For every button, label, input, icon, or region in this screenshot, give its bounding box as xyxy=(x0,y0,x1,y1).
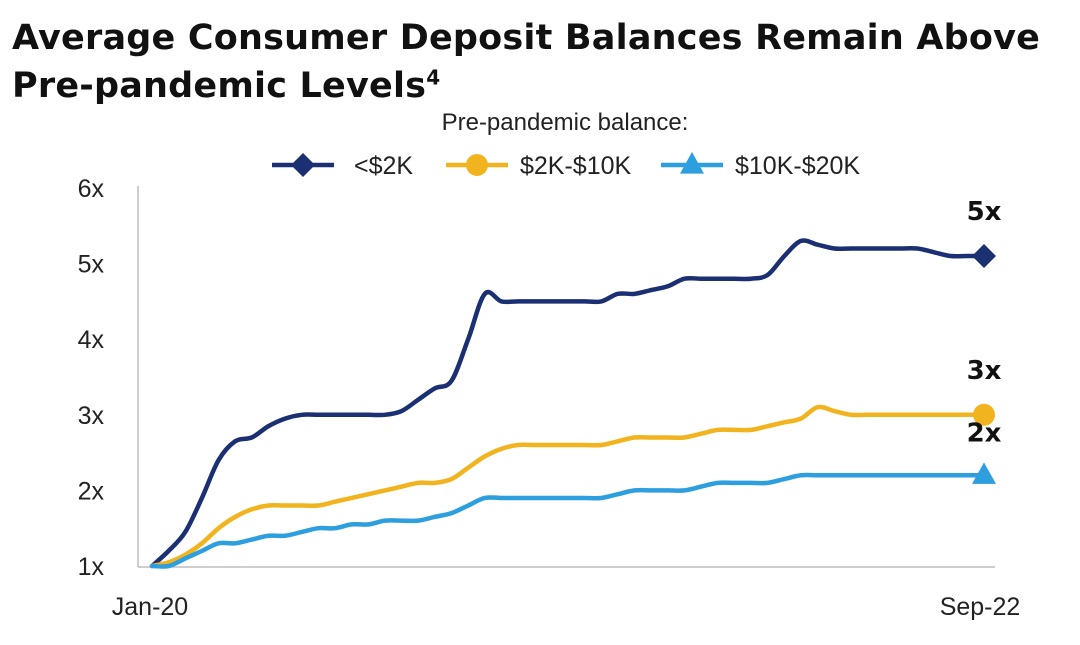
legend-item-0: <$2K xyxy=(272,152,413,180)
chart-title: Average Consumer Deposit Balances Remain… xyxy=(12,14,1052,110)
legend-item-1: $2K-$10K xyxy=(446,152,632,180)
legend-title: Pre-pandemic balance: xyxy=(442,109,689,136)
legend-swatch-marker xyxy=(466,154,488,176)
series-2: 2x xyxy=(149,418,1002,569)
y-tick-label: 6x xyxy=(78,175,105,203)
chart-title-text: Average Consumer Deposit Balances Remain… xyxy=(12,18,1041,106)
legend-label: $2K-$10K xyxy=(520,152,632,180)
x-tick-label-start: Jan-20 xyxy=(112,593,188,621)
series-line xyxy=(149,404,987,569)
legend-label: $10K-$20K xyxy=(735,152,860,180)
series-end-label: 3x xyxy=(967,356,1002,386)
legend-item-2: $10K-$20K xyxy=(661,152,860,180)
series-1: 3x xyxy=(149,356,1002,569)
legend-swatch-marker xyxy=(680,152,704,174)
series-line xyxy=(149,238,987,569)
legend: <$2K $2K-$10K $10K-$20K xyxy=(272,152,860,180)
series-end-label: 2x xyxy=(967,418,1002,448)
title-footnote-marker: 4 xyxy=(426,65,441,90)
series-end-marker xyxy=(972,462,996,484)
series-end-label: 5x xyxy=(967,197,1002,227)
y-axis: 1x 2x 3x 4x 5x 6x xyxy=(78,175,139,581)
y-tick-label: 2x xyxy=(78,477,105,505)
y-tick-label: 4x xyxy=(78,326,105,354)
series-layer: 5x 3x 2x xyxy=(149,197,1002,569)
y-tick-label: 3x xyxy=(78,402,105,430)
legend-swatch-marker xyxy=(291,153,315,177)
series-line xyxy=(149,472,987,569)
legend-label: <$2K xyxy=(354,152,413,180)
series-0: 5x xyxy=(149,197,1002,569)
series-end-marker xyxy=(973,403,995,426)
y-tick-label: 1x xyxy=(78,553,105,581)
x-tick-label-end: Sep-22 xyxy=(940,593,1021,621)
x-axis: Jan-20 Sep-22 xyxy=(112,566,1021,621)
series-end-marker xyxy=(972,244,996,269)
y-tick-label: 5x xyxy=(78,251,105,279)
